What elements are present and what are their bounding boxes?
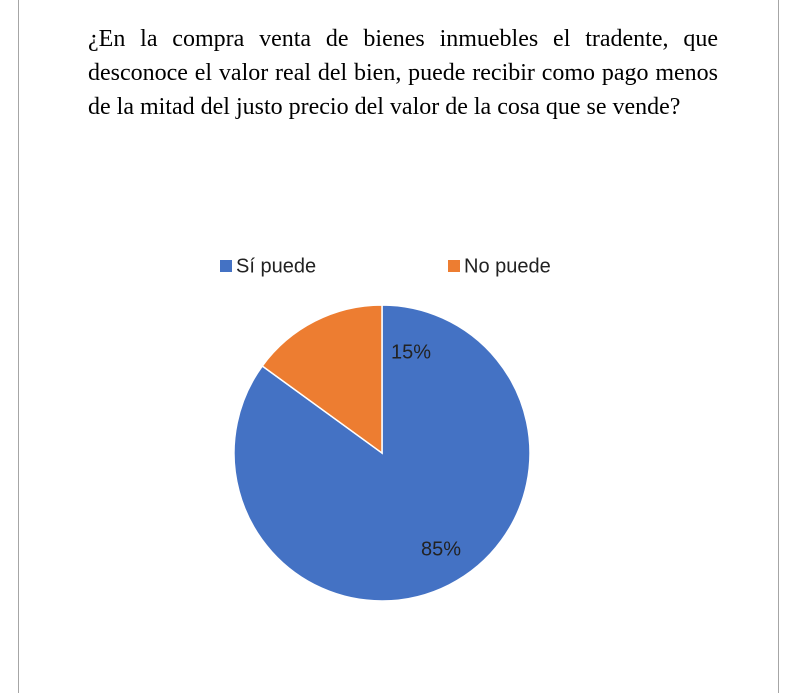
- pie-slice: [261, 304, 383, 455]
- data-label: 15%: [391, 341, 431, 363]
- legend-swatch: [448, 260, 460, 272]
- chart-title: ¿En la compra venta de bienes inmuebles …: [88, 26, 718, 120]
- legend-label: No puede: [464, 255, 551, 277]
- chart-border: [18, 0, 779, 693]
- legend-label: Sí puede: [236, 255, 316, 277]
- legend-swatch: [220, 260, 232, 272]
- data-label: 85%: [421, 538, 461, 560]
